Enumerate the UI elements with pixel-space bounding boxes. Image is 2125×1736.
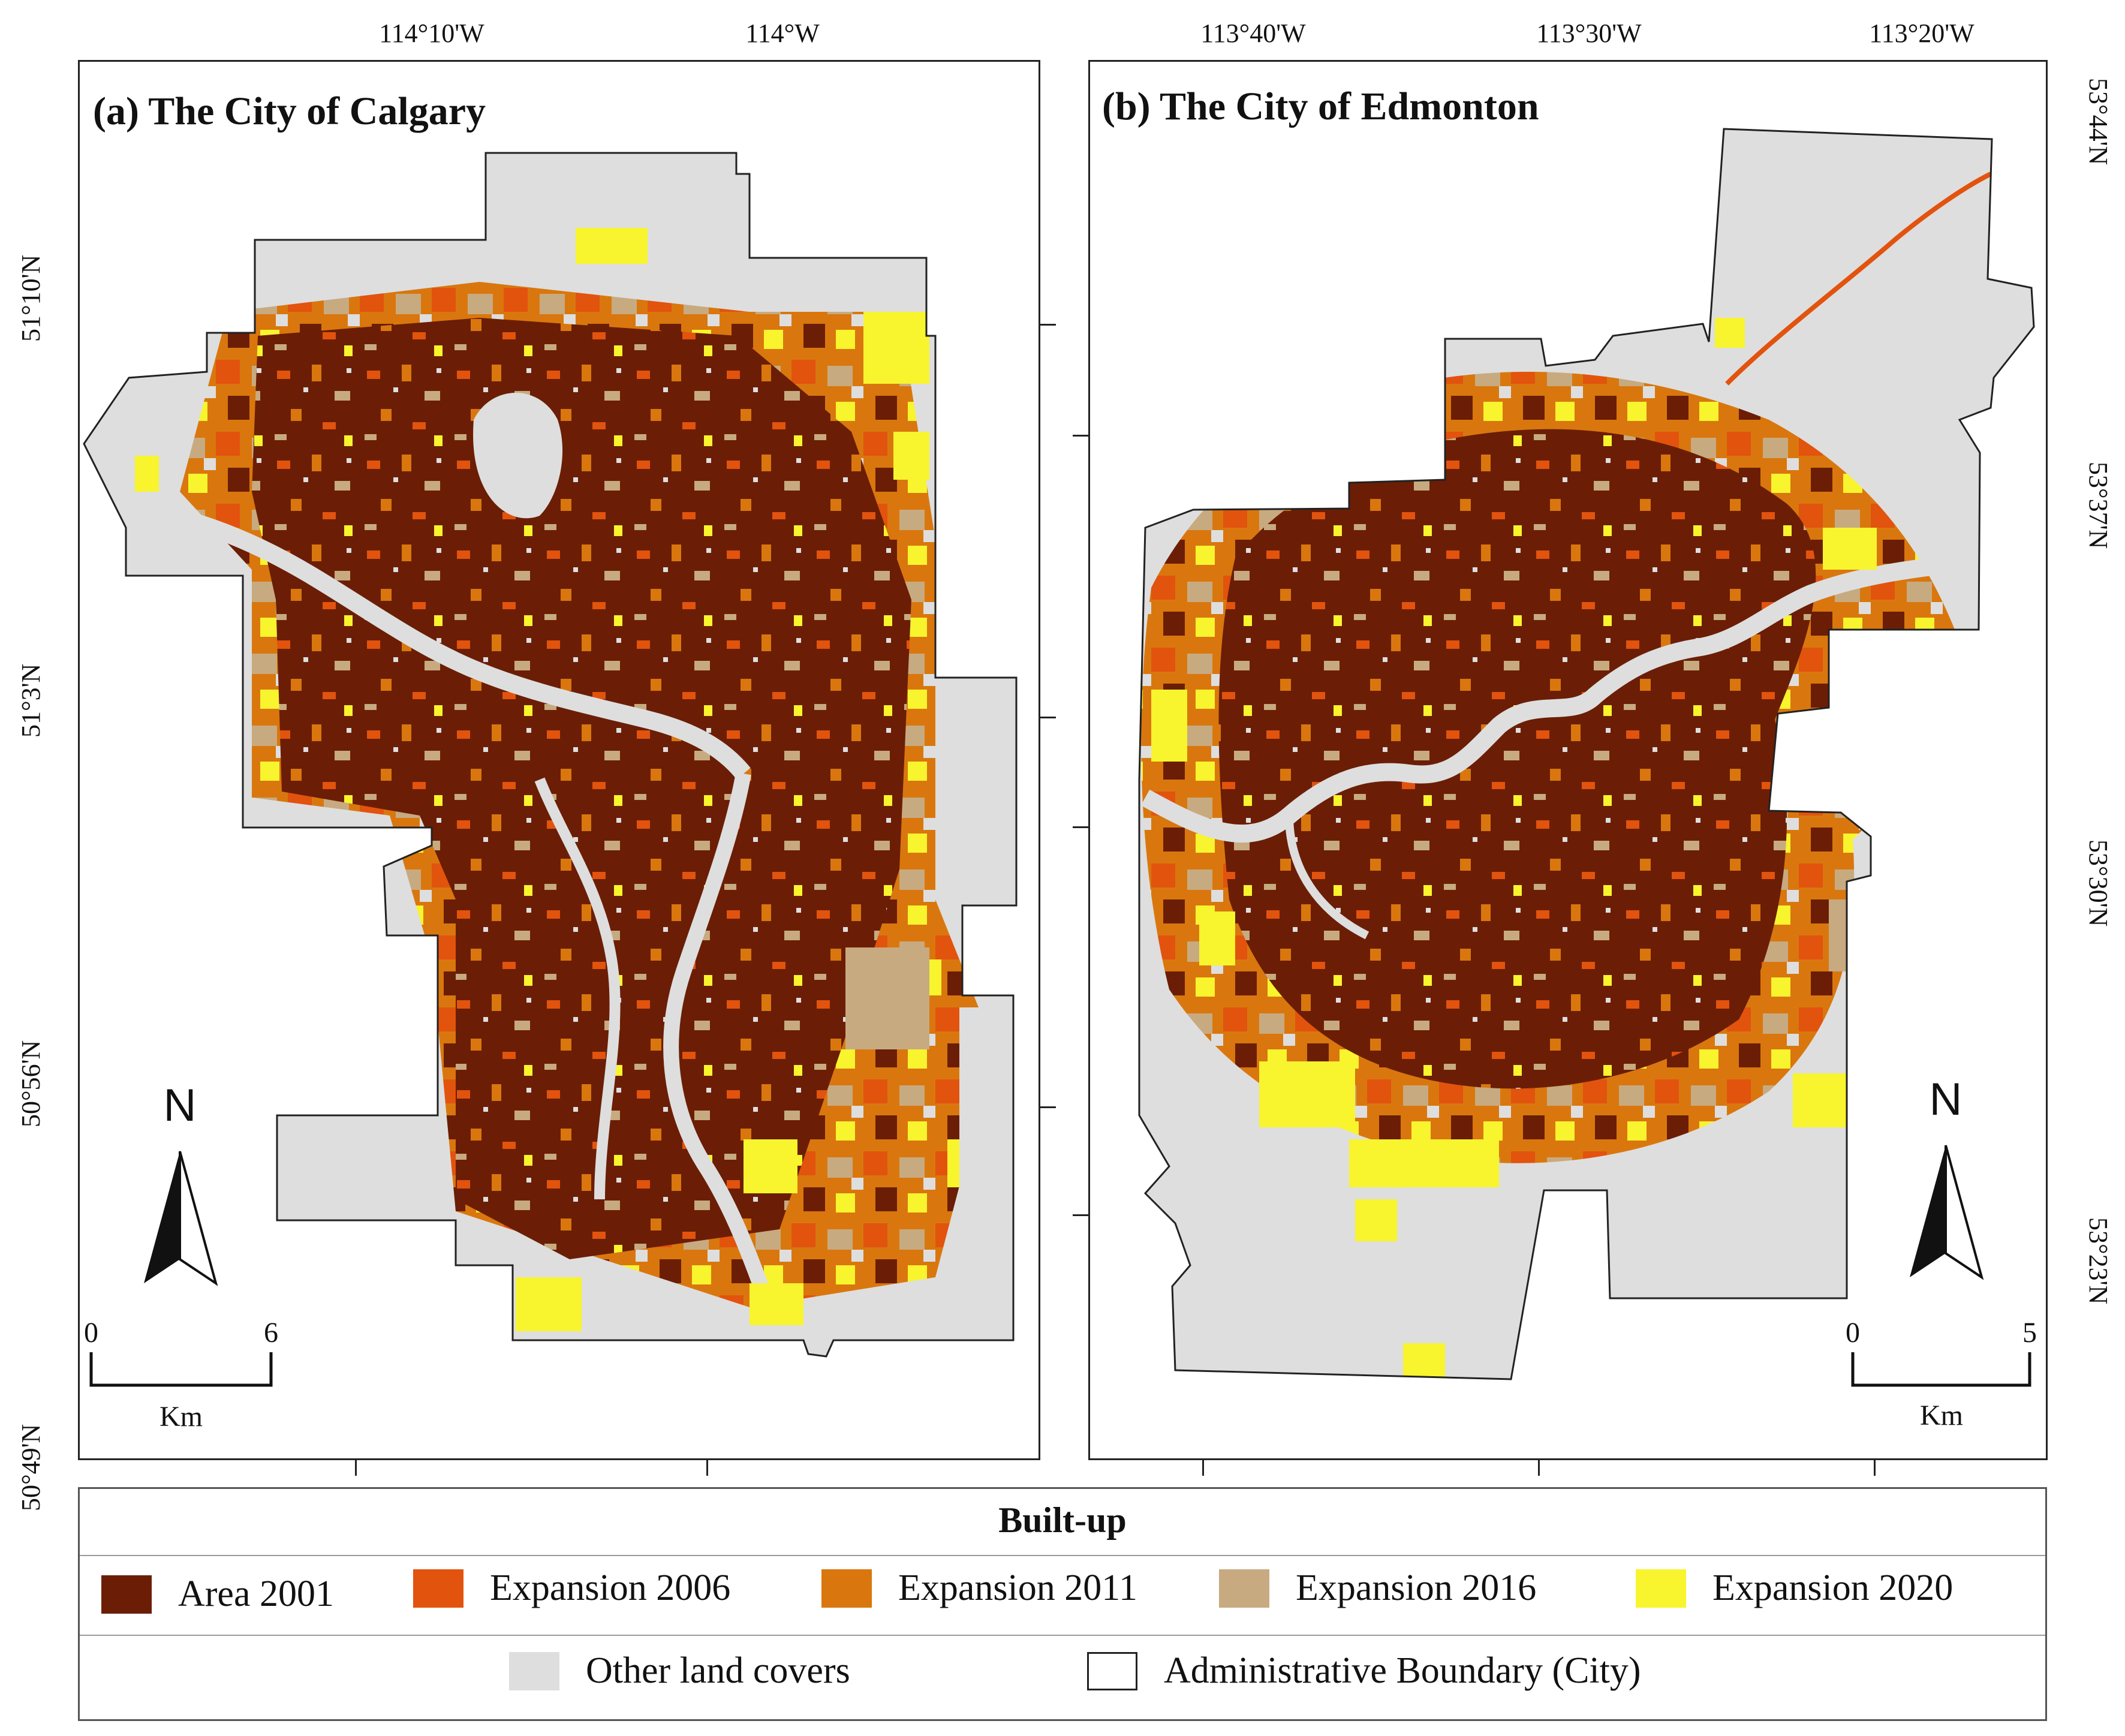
edmonton-bottom-tick-1 <box>1202 1460 1204 1476</box>
calgary-top-tick-2: 114°W <box>745 19 820 48</box>
calgary-right-tick-2 <box>1040 717 1056 718</box>
legend-label-other-land-covers: Other land covers <box>586 1650 850 1691</box>
edmonton-scale-unit: Km <box>1920 1400 1963 1431</box>
edmonton-left-tick-1 <box>1073 435 1088 437</box>
edmonton-city-boundary <box>1138 128 2035 1380</box>
legend-label-expansion-2011: Expansion 2011 <box>898 1567 1137 1608</box>
legend-item-other-land-covers: Other land covers <box>509 1650 850 1692</box>
edmonton-scale-zero: 0 <box>1846 1317 1860 1349</box>
calgary-scale-zero: 0 <box>84 1317 98 1349</box>
edmonton-bottom-tick-2 <box>1538 1460 1540 1476</box>
legend-separator-1 <box>80 1555 2045 1556</box>
legend-item-expansion-2006: Expansion 2006 <box>413 1567 730 1609</box>
edmonton-scale-bar: 0 5 Km <box>1835 1316 2075 1448</box>
legend-label-expansion-2006: Expansion 2006 <box>490 1567 731 1608</box>
legend-label-area-2001: Area 2001 <box>178 1573 334 1614</box>
edmonton-north-arrow-icon <box>1910 1145 1984 1280</box>
legend-label-expansion-2020: Expansion 2020 <box>1712 1567 1954 1608</box>
legend-separator-2 <box>80 1635 2045 1636</box>
legend-item-area-2001: Area 2001 <box>101 1573 334 1615</box>
calgary-right-tick-1 <box>1040 324 1056 326</box>
calgary-right-tick-3 <box>1040 1106 1056 1108</box>
calgary-city-boundary <box>83 152 1018 1358</box>
calgary-bottom-tick-1 <box>355 1460 357 1476</box>
edmonton-top-tick-1: 113°40'W <box>1200 19 1306 48</box>
legend-swatch-area-2001 <box>101 1575 152 1614</box>
legend-label-expansion-2016: Expansion 2016 <box>1296 1567 1537 1608</box>
edmonton-left-tick-3 <box>1073 1214 1088 1216</box>
calgary-land-cover <box>84 153 1016 1356</box>
legend-label-administrative-boundary: Administrative Boundary (City) <box>1164 1650 1641 1691</box>
map-legend: Built-up Area 2001 Expansion 2006 Expans… <box>78 1487 2047 1721</box>
calgary-north-arrow-icon <box>144 1151 218 1286</box>
legend-swatch-expansion-2020 <box>1636 1569 1686 1608</box>
calgary-scale-bar: 0 6 Km <box>78 1316 318 1448</box>
calgary-bottom-tick-2 <box>706 1460 708 1476</box>
calgary-north-arrow: N <box>138 1079 222 1289</box>
legend-swatch-other-land-covers <box>509 1651 559 1690</box>
edmonton-left-tick-2 <box>1073 826 1088 828</box>
legend-item-expansion-2016: Expansion 2016 <box>1219 1567 1536 1609</box>
maps-graphic <box>83 128 2035 1380</box>
edmonton-bottom-tick-3 <box>1874 1460 1876 1476</box>
calgary-panel-title: (a) The City of Calgary <box>93 89 486 133</box>
legend-item-expansion-2011: Expansion 2011 <box>821 1567 1137 1609</box>
edmonton-panel-title: (b) The City of Edmonton <box>1102 85 1539 128</box>
legend-swatch-administrative-boundary <box>1087 1651 1137 1690</box>
legend-item-expansion-2020: Expansion 2020 <box>1636 1567 1953 1609</box>
legend-title: Built-up <box>998 1500 1127 1540</box>
legend-swatch-expansion-2016 <box>1219 1569 1269 1608</box>
edmonton-top-tick-2: 113°30'W <box>1536 19 1642 48</box>
calgary-north-letter: N <box>163 1080 197 1131</box>
legend-swatch-expansion-2006 <box>413 1569 463 1608</box>
calgary-scale-unit: Km <box>159 1401 203 1433</box>
legend-item-administrative-boundary: Administrative Boundary (City) <box>1087 1650 1641 1692</box>
edmonton-scale-line <box>1851 1352 2031 1387</box>
calgary-top-tick-1: 114°10'W <box>379 19 484 48</box>
edmonton-north-letter: N <box>1929 1074 1963 1125</box>
calgary-scale-end: 6 <box>264 1317 278 1349</box>
edmonton-top-tick-3: 113°20'W <box>1869 19 1974 48</box>
calgary-scale-line <box>89 1352 273 1387</box>
edmonton-north-arrow: N <box>1904 1073 1988 1283</box>
edmonton-scale-end: 5 <box>2022 1317 2037 1349</box>
legend-swatch-expansion-2011 <box>821 1569 872 1608</box>
